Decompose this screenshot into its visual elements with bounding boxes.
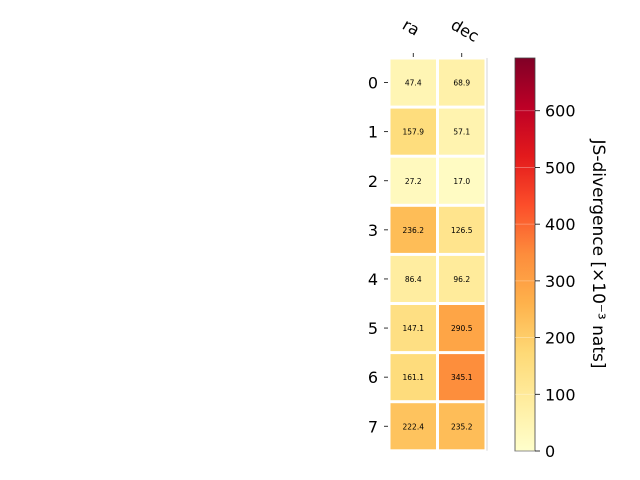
- cell-value-label-3-ra: 236.2: [403, 226, 425, 235]
- colorbar-gradient: [514, 57, 536, 452]
- cell-value-label-6-dec: 345.1: [451, 373, 473, 382]
- heatmap-cell-1-dec: [439, 108, 485, 155]
- y-axis-ticks: 0 1 2 3 4 5 6 7: [368, 74, 388, 436]
- heatmap-cell-1-ra: [390, 108, 436, 155]
- colorbar-label: JS-divergence [×10⁻³ nats]: [588, 139, 608, 369]
- heatmap-cell-5-ra: [390, 305, 436, 352]
- cell-value-label-7-ra: 222.4: [403, 422, 425, 431]
- y-tick-label-6: 6: [368, 368, 378, 387]
- cell-value-label-3-dec: 126.5: [451, 226, 473, 235]
- y-tick-label-1: 1: [368, 123, 378, 142]
- cell-value-label-5-dec: 290.5: [451, 324, 473, 333]
- heatmap-cell-6-dec: [439, 354, 485, 401]
- cell-value-label-2-ra: 27.2: [405, 177, 422, 186]
- y-tick-label-5: 5: [368, 319, 378, 338]
- y-tick-label-2: 2: [368, 172, 378, 191]
- heatmap-cell-2-dec: [439, 157, 485, 204]
- cell-value-label-6-ra: 161.1: [403, 373, 425, 382]
- colorbar-tick-label-300: 300: [545, 272, 576, 291]
- cell-value-label-2-dec: 17.0: [453, 177, 470, 186]
- cell-value-label-4-dec: 96.2: [453, 275, 470, 284]
- cell-value-label-1-dec: 57.1: [453, 128, 470, 137]
- cell-value-label-4-ra: 86.4: [405, 275, 422, 284]
- heatmap-cell-3-dec: [439, 206, 485, 253]
- colorbar-tick-label-400: 400: [545, 215, 576, 234]
- cell-value-label-0-ra: 47.4: [405, 79, 422, 88]
- x-tick-label-ra: ra: [399, 15, 423, 40]
- heatmap-cells: [390, 58, 488, 451]
- heatmap-cell-6-ra: [390, 354, 436, 401]
- cell-value-label-5-ra: 147.1: [403, 324, 425, 333]
- cell-value-label-1-ra: 157.9: [403, 128, 425, 137]
- colorbar: 0 100 200 300 400 500 600 JS-divergence [×10⁻³…: [514, 57, 608, 461]
- y-tick-label-3: 3: [368, 221, 378, 240]
- heatmap-cell-4-dec: [439, 255, 485, 302]
- colorbar-tick-label-100: 100: [545, 385, 576, 404]
- y-tick-label-0: 0: [368, 74, 378, 93]
- cell-value-label-0-dec: 68.9: [453, 79, 470, 88]
- heatmap-cell-0-ra: [390, 59, 436, 106]
- x-tick-label-dec: dec: [448, 15, 482, 46]
- colorbar-tick-label-0: 0: [545, 442, 555, 461]
- heatmap-cell-0-dec: [439, 59, 485, 106]
- heatmap-value-labels: 47.4 68.9 157.9 57.1 27.2 17.0 236.2 126.5 86.4 9…: [403, 79, 473, 432]
- heatmap-cell-2-ra: [390, 157, 436, 204]
- heatmap-cell-3-ra: [390, 206, 436, 253]
- colorbar-tick-label-200: 200: [545, 329, 576, 348]
- y-tick-label-7: 7: [368, 417, 378, 436]
- heatmap-cell-4-ra: [390, 255, 436, 302]
- y-tick-label-4: 4: [368, 270, 378, 289]
- heatmap-cell-7-dec: [439, 403, 485, 450]
- colorbar-tick-label-500: 500: [545, 158, 576, 177]
- heatmap-cell-5-dec: [439, 305, 485, 352]
- heatmap-cell-7-ra: [390, 403, 436, 450]
- x-axis-ticks: ra dec: [399, 15, 482, 57]
- colorbar-ticks: 0 100 200 300 400 500 600: [515, 102, 576, 461]
- cell-value-label-7-dec: 235.2: [451, 422, 473, 431]
- colorbar-tick-label-600: 600: [545, 102, 576, 121]
